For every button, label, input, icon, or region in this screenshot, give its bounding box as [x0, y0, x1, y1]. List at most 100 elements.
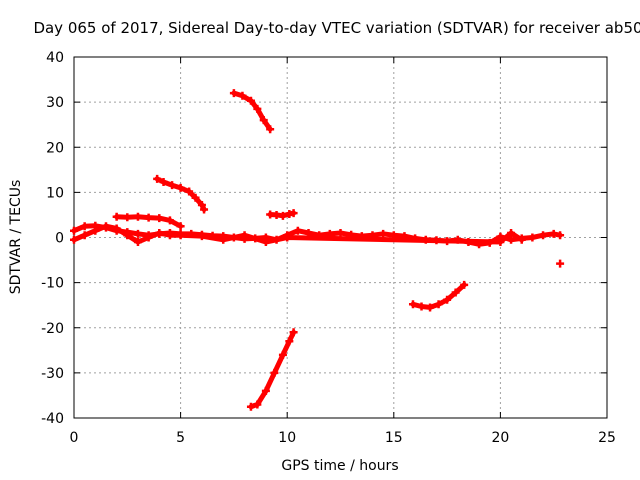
data-point: [289, 328, 298, 337]
data-point: [266, 125, 275, 134]
data-point: [556, 231, 565, 240]
series-arc-7-to-9: [229, 89, 275, 134]
data-point: [293, 226, 302, 235]
data-point: [91, 226, 100, 235]
data-point: [153, 174, 162, 183]
y-tick-label: 30: [46, 95, 64, 111]
data-point: [259, 116, 268, 125]
x-axis-label: GPS time / hours: [281, 458, 398, 474]
series-main-band-b: [70, 222, 526, 247]
x-tick-label: 5: [176, 430, 185, 446]
data-point: [556, 259, 565, 268]
data-point: [80, 231, 89, 240]
y-tick-label: -20: [41, 321, 64, 337]
series-arc-16-to-18: [408, 280, 469, 312]
data-point: [229, 89, 238, 98]
data-point: [159, 177, 168, 186]
x-tick-labels: 0 5 10 15 20 25: [70, 430, 616, 446]
x-tick-label: 20: [491, 430, 509, 446]
data-point: [528, 233, 537, 242]
data-point: [278, 350, 287, 359]
data-point: [144, 213, 153, 222]
data-point: [443, 295, 452, 304]
data-point: [144, 233, 153, 242]
y-tick-label: 20: [46, 140, 64, 156]
data-point: [168, 181, 177, 190]
data-point: [285, 337, 294, 346]
data-point: [197, 201, 206, 210]
data-point: [539, 231, 548, 240]
data-point: [496, 238, 505, 247]
data-point: [133, 238, 142, 247]
data-point: [507, 235, 516, 244]
series-main-band-a: [70, 221, 565, 249]
y-axis-label: SDTVAR / TECUs: [8, 180, 24, 295]
data-point: [379, 229, 388, 238]
data-point: [70, 235, 78, 244]
data-point: [155, 228, 164, 237]
data-point: [123, 213, 132, 222]
y-tick-labels: -40 -30 -20 -10 0 10 20 30 40: [41, 50, 64, 427]
data-point: [101, 222, 110, 231]
data-points: [70, 89, 565, 411]
data-point: [176, 183, 185, 192]
y-tick-label: -40: [41, 411, 64, 427]
data-point: [507, 228, 516, 237]
x-tick-label: 25: [598, 430, 616, 446]
x-tick-label: 15: [385, 430, 403, 446]
data-point: [112, 212, 121, 221]
data-point: [185, 187, 194, 196]
data-point: [408, 300, 417, 309]
data-point: [246, 96, 255, 105]
data-point: [283, 233, 292, 242]
y-tick-label: -10: [41, 276, 64, 292]
chart-title: Day 065 of 2017, Sidereal Day-to-day VTE…: [33, 19, 640, 37]
data-point: [176, 222, 185, 231]
data-point: [417, 302, 426, 311]
data-point: [517, 235, 526, 244]
data-point: [451, 288, 460, 297]
series-segment-2-to-5: [112, 212, 185, 231]
data-point: [261, 238, 270, 247]
y-tick-label: 40: [46, 50, 64, 66]
data-point: [176, 231, 185, 240]
data-point: [238, 91, 247, 100]
data-point: [80, 222, 89, 231]
data-point: [278, 211, 287, 220]
series-trace: [248, 329, 297, 410]
y-tick-label: 0: [55, 231, 64, 247]
data-point: [261, 386, 270, 395]
data-point: [123, 231, 132, 240]
series-segment-9-to-10: [266, 209, 298, 220]
series-arc-4-to-6: [153, 174, 209, 214]
axis-ticks: [73, 56, 608, 419]
data-point: [155, 214, 164, 223]
x-tick-label: 0: [70, 430, 79, 446]
x-tick-label: 10: [278, 430, 296, 446]
data-point: [165, 216, 174, 225]
data-point: [253, 104, 262, 113]
data-point: [253, 400, 262, 409]
data-point: [133, 212, 142, 221]
data-point: [197, 232, 206, 241]
y-tick-label: 10: [46, 185, 64, 201]
data-point: [165, 231, 174, 240]
data-point: [549, 229, 558, 238]
series-rise-8-to-10: [246, 328, 298, 411]
data-point: [219, 235, 228, 244]
data-point: [246, 402, 255, 411]
data-point: [240, 231, 249, 240]
series-isolated-point: [556, 259, 565, 268]
data-point: [191, 193, 200, 202]
data-point: [133, 229, 142, 238]
data-point: [200, 205, 209, 214]
data-point: [460, 280, 469, 289]
data-point: [112, 224, 121, 233]
data-point: [426, 303, 435, 312]
data-point: [336, 228, 345, 237]
data-point: [270, 368, 279, 377]
data-point: [289, 209, 298, 218]
y-tick-label: -30: [41, 366, 64, 382]
data-point: [70, 226, 78, 235]
